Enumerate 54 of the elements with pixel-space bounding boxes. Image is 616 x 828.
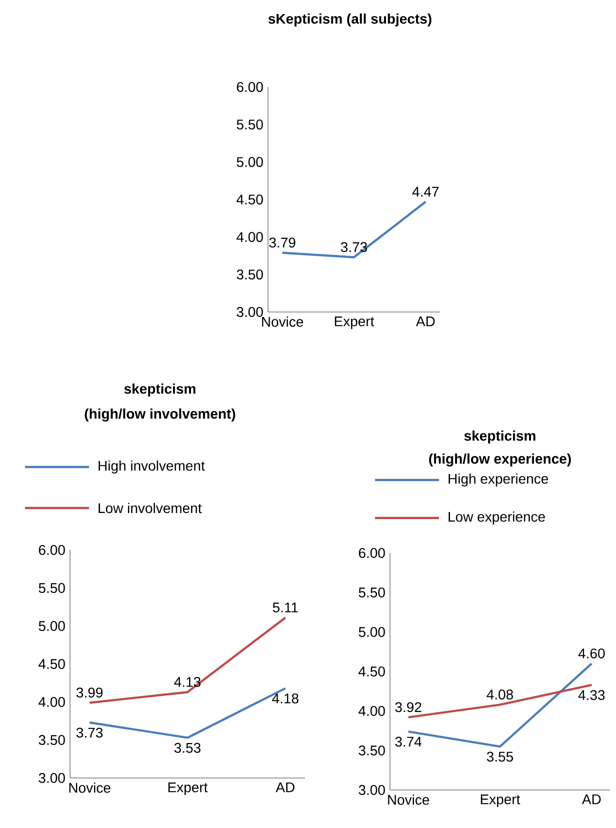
y-tick-label: 3.50	[358, 746, 385, 756]
data-label: 4.33	[578, 690, 605, 700]
y-tick-label: 5.50	[358, 588, 385, 598]
x-tick-label: Expert	[480, 794, 520, 808]
chart-title: sKepticism (all subjects)	[268, 13, 432, 27]
x-tick-label: AD	[416, 316, 435, 326]
chart-title: skepticism	[464, 430, 536, 444]
y-tick-label: 6.00	[236, 82, 263, 92]
x-tick-label: Novice	[388, 794, 430, 805]
y-tick-label: 3.00	[358, 785, 385, 795]
data-label: 5.11	[272, 602, 298, 612]
data-label: 4.47	[412, 186, 439, 197]
y-tick-label: 6.00	[358, 548, 385, 558]
y-tick-label: 4.00	[236, 232, 263, 242]
y-tick-label: 5.00	[38, 621, 65, 631]
legend-label: Low involvement	[98, 502, 202, 514]
y-tick-label: 4.50	[236, 194, 263, 204]
chart-subtitle: (high/low experience)	[429, 453, 571, 467]
y-tick-label: 3.00	[236, 307, 263, 317]
y-tick-label: 4.00	[358, 706, 385, 716]
y-tick-label: 3.50	[236, 270, 263, 280]
data-label: 4.18	[272, 694, 298, 704]
legend-label: Low experience	[448, 511, 545, 525]
legend-label: High experience	[448, 473, 548, 487]
data-label: 3.73	[340, 242, 367, 252]
data-label: 4.13	[174, 676, 200, 687]
x-tick-label: Expert	[334, 316, 374, 330]
y-tick-label: 4.50	[38, 659, 65, 669]
y-tick-label: 6.00	[38, 545, 65, 555]
legend-label: High involvement	[98, 460, 205, 474]
y-tick-label: 4.50	[358, 666, 385, 676]
x-tick-label: AD	[582, 794, 601, 804]
y-tick-label: 5.50	[236, 120, 263, 130]
y-tick-label: 5.00	[358, 627, 385, 637]
data-label: 3.79	[269, 238, 296, 248]
chart-subtitle: (high/low involvement)	[84, 408, 236, 422]
data-label: 3.74	[395, 736, 422, 747]
data-label: 3.73	[76, 728, 103, 738]
data-label: 3.92	[395, 702, 422, 712]
y-tick-label: 4.00	[38, 697, 65, 707]
y-tick-label: 5.00	[236, 157, 263, 167]
data-label: 3.55	[486, 752, 514, 762]
x-tick-label: Expert	[168, 782, 208, 796]
data-label: 3.99	[76, 688, 103, 698]
x-tick-label: Novice	[262, 316, 304, 327]
chart-title: skepticism	[124, 383, 196, 397]
y-tick-label: 3.00	[38, 773, 65, 783]
y-tick-label: 3.50	[38, 735, 65, 745]
data-label: 4.08	[486, 690, 514, 700]
x-tick-label: Novice	[69, 782, 110, 793]
data-label: 4.60	[578, 648, 605, 658]
data-label: 3.53	[174, 742, 200, 753]
x-tick-label: AD	[276, 782, 294, 792]
y-tick-label: 5.50	[38, 583, 65, 593]
